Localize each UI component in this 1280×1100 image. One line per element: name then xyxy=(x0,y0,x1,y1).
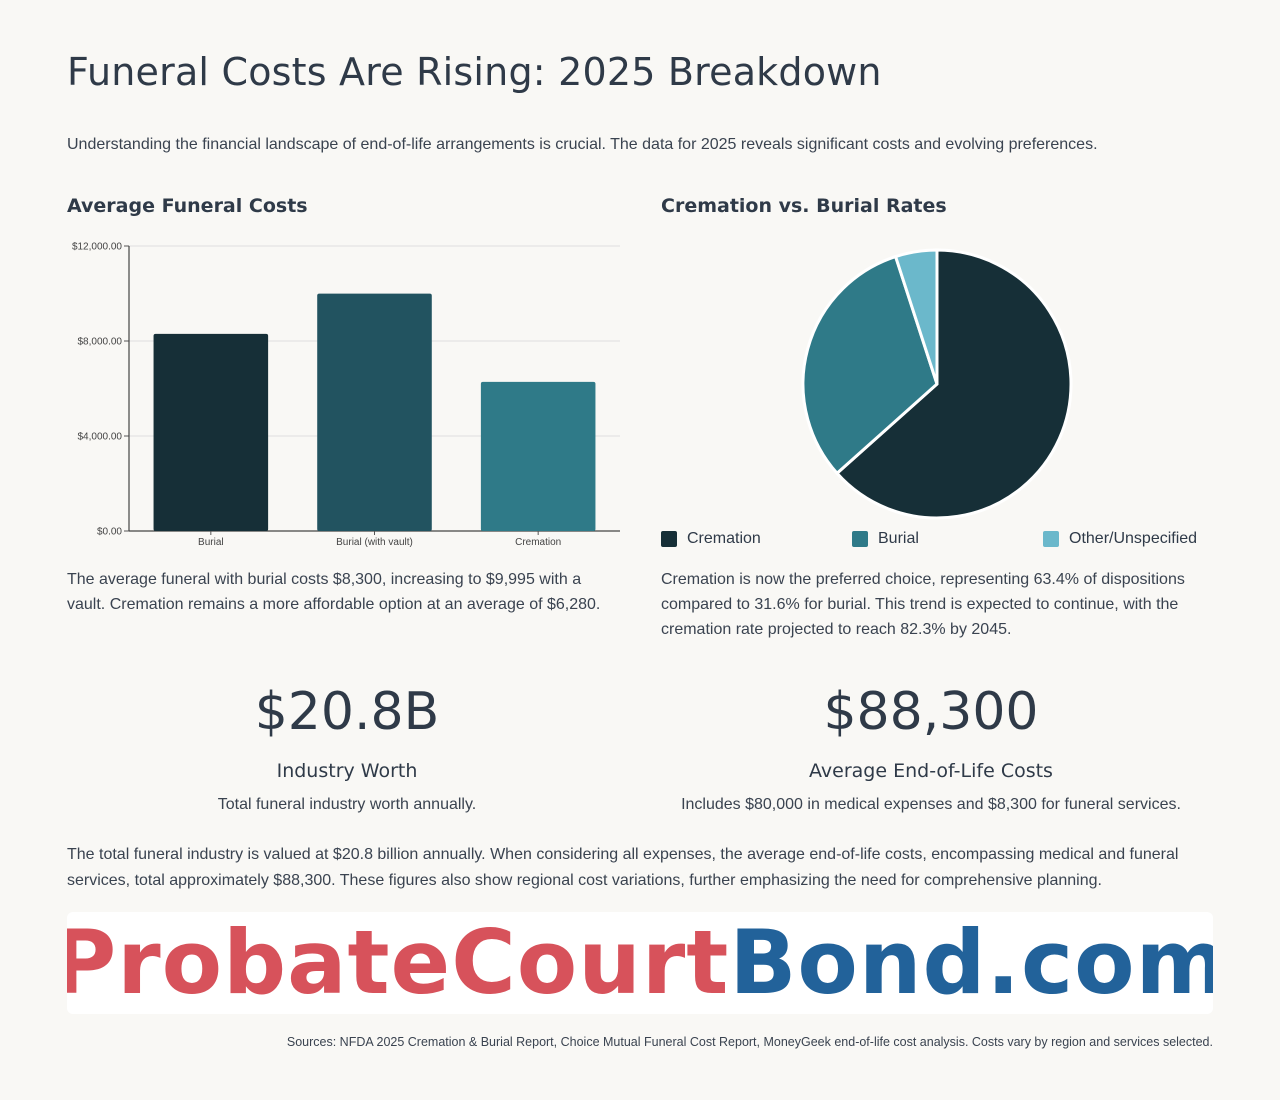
stat-industry-worth: $20.8B Industry Worth Total funeral indu… xyxy=(67,680,627,814)
stat-value: $20.8B xyxy=(254,682,440,742)
legend-item: Cremation xyxy=(661,530,761,548)
bar-chart-title: Average Funeral Costs xyxy=(67,195,308,217)
sources-footnote: Sources: NFDA 2025 Cremation & Burial Re… xyxy=(286,1035,1213,1049)
logo-part-bond-com: Bond.com xyxy=(729,912,1213,1014)
x-tick-label: Burial xyxy=(198,537,224,548)
bar-chart: $0.00 $4,000.00 $8,000.00 $12,000.00 Burial B… xyxy=(72,242,620,548)
x-tick-label: Burial (with vault) xyxy=(336,537,413,548)
bar-chart-description: The average funeral with burial costs $8… xyxy=(67,571,601,613)
stat-end-of-life-costs: $88,300 Average End-of-Life Costs Includ… xyxy=(651,680,1211,814)
y-tick-label: $4,000.00 xyxy=(78,432,123,443)
legend-label: Cremation xyxy=(687,530,761,547)
stat-description: Total funeral industry worth annually. xyxy=(217,796,477,813)
pie-chart-title: Cremation vs. Burial Rates xyxy=(661,195,947,217)
x-tick-label: Cremation xyxy=(515,537,561,548)
pie-slice xyxy=(801,255,939,475)
bar xyxy=(480,381,596,531)
bar xyxy=(317,293,432,531)
legend-swatch xyxy=(1043,531,1059,547)
bar xyxy=(153,333,269,531)
legend-label: Other/Unspecified xyxy=(1069,530,1198,547)
stat-label: Industry Worth xyxy=(276,760,418,782)
y-tick-label: $12,000.00 xyxy=(72,242,122,253)
logo-part-probatecourt: ProbateCourt xyxy=(67,912,730,1014)
pie-slice xyxy=(894,248,939,386)
legend-item: Other/Unspecified xyxy=(1043,530,1197,548)
stat-label: Average End-of-Life Costs xyxy=(809,760,1053,782)
summary-text: The total funeral industry is valued at … xyxy=(67,846,1179,889)
pie-chart-description: Cremation is now the preferred choice, r… xyxy=(661,571,1185,638)
logo: ProbateCourtBond.com xyxy=(67,919,1213,1007)
pie-chart xyxy=(801,248,1073,520)
stat-description: Includes $80,000 in medical expenses and… xyxy=(681,796,1181,813)
y-tick-label: $8,000.00 xyxy=(78,337,123,348)
legend-label: Burial xyxy=(878,530,919,547)
legend-swatch xyxy=(661,531,677,547)
y-tick-label: $0.00 xyxy=(97,527,122,538)
logo-banner: ProbateCourtBond.com xyxy=(67,912,1213,1014)
intro-text: Understanding the financial landscape of… xyxy=(67,136,1098,153)
stat-value: $88,300 xyxy=(823,682,1039,742)
legend-swatch xyxy=(852,531,868,547)
page-title: Funeral Costs Are Rising: 2025 Breakdown xyxy=(67,50,882,94)
legend-item: Burial xyxy=(852,530,919,548)
pie-legend: Cremation Burial Other/Unspecified xyxy=(661,530,1213,552)
pie-slice xyxy=(835,248,1073,520)
